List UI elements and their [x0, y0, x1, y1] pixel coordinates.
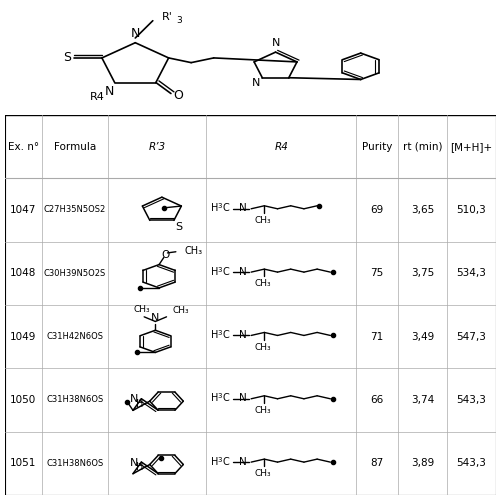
Text: S: S: [63, 52, 71, 64]
Text: CH₃: CH₃: [184, 246, 202, 256]
Text: C31H38N6OS: C31H38N6OS: [47, 396, 104, 404]
Text: N: N: [130, 394, 139, 404]
Text: C: C: [222, 266, 229, 276]
Text: rt (min): rt (min): [403, 142, 442, 152]
Text: C: C: [222, 393, 229, 403]
Text: 3,65: 3,65: [411, 205, 434, 215]
Text: 71: 71: [370, 332, 384, 342]
Text: 3: 3: [217, 456, 222, 462]
Text: C31H42N6OS: C31H42N6OS: [47, 332, 104, 341]
Text: C30H39N5O2S: C30H39N5O2S: [44, 269, 106, 278]
Text: 3: 3: [217, 266, 222, 272]
Text: Ex. n°: Ex. n°: [8, 142, 39, 152]
Text: C: C: [222, 456, 229, 466]
Text: N: N: [239, 330, 246, 340]
Text: H: H: [136, 399, 144, 409]
Text: 3,75: 3,75: [411, 268, 434, 278]
Text: [M+H]+: [M+H]+: [450, 142, 492, 152]
Text: H: H: [136, 462, 144, 472]
Text: 3: 3: [176, 16, 181, 24]
Text: H: H: [211, 456, 218, 466]
Text: CH₃: CH₃: [255, 470, 271, 478]
Text: H: H: [211, 266, 218, 276]
Text: 3,89: 3,89: [411, 458, 434, 468]
Text: N: N: [239, 266, 246, 276]
Text: C: C: [222, 330, 229, 340]
Text: N: N: [239, 456, 246, 466]
Text: 534,3: 534,3: [456, 268, 486, 278]
Text: N: N: [239, 393, 246, 403]
Text: CH₃: CH₃: [255, 342, 271, 351]
Text: N: N: [131, 27, 140, 40]
Text: 543,3: 543,3: [456, 458, 486, 468]
Text: N: N: [252, 78, 261, 88]
Text: C31H38N6OS: C31H38N6OS: [47, 459, 104, 468]
Text: R4: R4: [90, 92, 105, 102]
Text: N: N: [130, 458, 139, 468]
Text: CH₃: CH₃: [172, 306, 189, 315]
Text: 75: 75: [370, 268, 384, 278]
Text: 543,3: 543,3: [456, 395, 486, 405]
Text: 66: 66: [370, 395, 384, 405]
Text: H: H: [211, 393, 218, 403]
Text: Purity: Purity: [362, 142, 392, 152]
Text: N: N: [273, 38, 281, 48]
Text: CH₃: CH₃: [255, 216, 271, 225]
Text: N: N: [104, 85, 114, 98]
Text: H: H: [211, 203, 218, 213]
Text: C: C: [222, 203, 229, 213]
Text: 3: 3: [217, 394, 222, 400]
Text: Formula: Formula: [54, 142, 96, 152]
Text: R’3: R’3: [149, 142, 166, 152]
Text: CH₃: CH₃: [133, 305, 150, 314]
Text: S: S: [175, 222, 182, 232]
Text: 3: 3: [217, 204, 222, 210]
Text: 3,49: 3,49: [411, 332, 434, 342]
Text: 69: 69: [370, 205, 384, 215]
Text: H: H: [211, 330, 218, 340]
Text: R4: R4: [274, 142, 288, 152]
Text: 1047: 1047: [10, 205, 37, 215]
Text: N: N: [239, 203, 246, 213]
Text: 87: 87: [370, 458, 384, 468]
Text: CH₃: CH₃: [255, 280, 271, 288]
Text: 1048: 1048: [10, 268, 37, 278]
Text: O: O: [161, 250, 170, 260]
Text: 1049: 1049: [10, 332, 37, 342]
Text: 547,3: 547,3: [456, 332, 486, 342]
Text: N: N: [151, 312, 159, 322]
Text: 3: 3: [217, 330, 222, 336]
Text: 1051: 1051: [10, 458, 37, 468]
Text: 1050: 1050: [11, 395, 37, 405]
Text: 510,3: 510,3: [456, 205, 486, 215]
Text: CH₃: CH₃: [255, 406, 271, 415]
Text: 3,74: 3,74: [411, 395, 434, 405]
Text: R': R': [162, 12, 173, 22]
Text: O: O: [173, 88, 183, 102]
Text: C27H35N5OS2: C27H35N5OS2: [44, 206, 106, 214]
